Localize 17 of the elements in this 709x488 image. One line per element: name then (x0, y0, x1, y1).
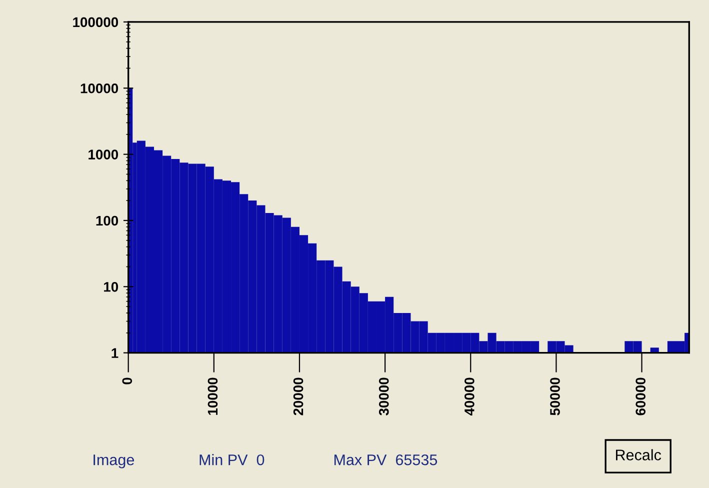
y-tick-label: 10 (104, 282, 118, 292)
text: Image (94, 454, 134, 468)
y-tick-label: 1000 (88, 150, 118, 160)
x-tick-label: 10000 (208, 378, 218, 415)
x-tick-label: 40000 (464, 378, 474, 416)
y-tick-label: 100 (96, 216, 118, 226)
text: Recalc (616, 449, 662, 460)
y-tick-label: 100000 (73, 17, 118, 28)
text: Min PV 0 (200, 454, 264, 466)
x-tick-label: 0 (122, 378, 132, 384)
y-tick-label: 1 (112, 348, 118, 358)
x-tick-label: 60000 (636, 378, 646, 416)
x-tick-label: 30000 (378, 378, 389, 416)
text: Max PV 65535 (334, 454, 438, 466)
x-tick-label: 50000 (550, 378, 560, 416)
x-tick-label: 20000 (293, 378, 304, 416)
y-tick-label: 10000 (80, 83, 118, 94)
